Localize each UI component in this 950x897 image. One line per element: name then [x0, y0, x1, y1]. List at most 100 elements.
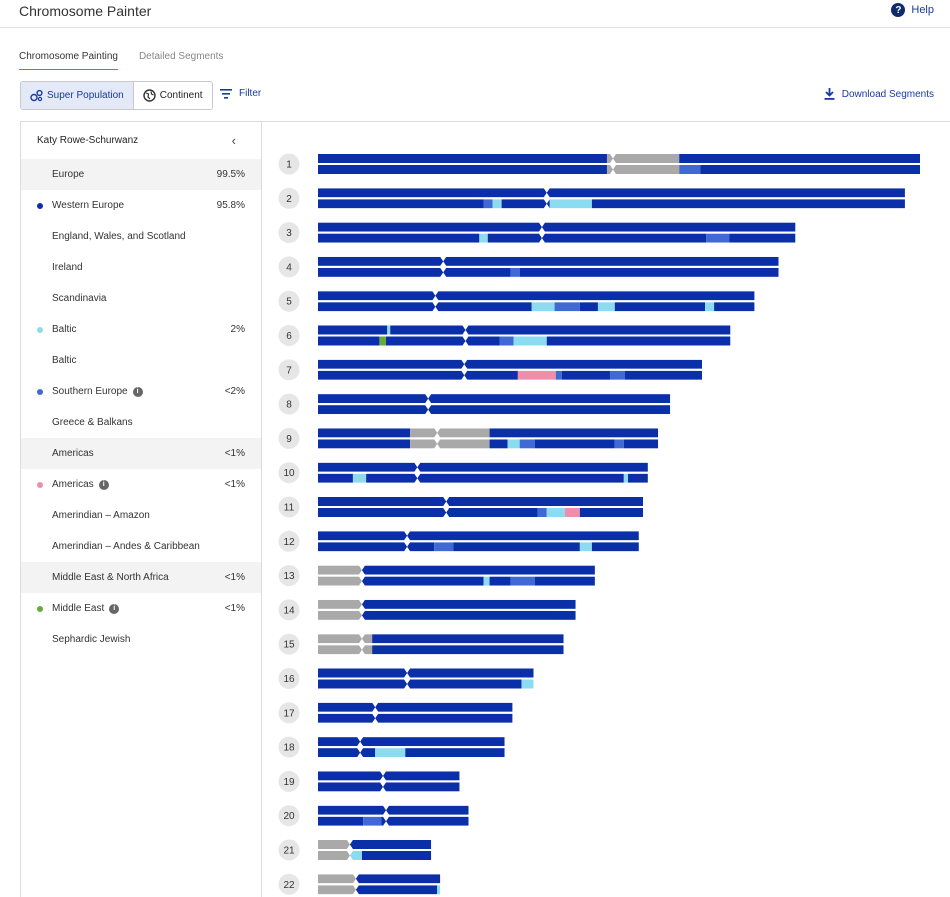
segment-western-europe[interactable]: [318, 199, 484, 209]
segment-western-europe[interactable]: [318, 188, 905, 198]
segment-western-europe[interactable]: [318, 256, 779, 266]
segment-western-europe[interactable]: [579, 508, 644, 517]
segment-western-europe[interactable]: [489, 428, 659, 438]
segment-baltic[interactable]: [549, 199, 592, 209]
population-row[interactable]: Scandinavia: [21, 283, 261, 314]
segment-baltic[interactable]: [492, 199, 502, 209]
segment-baltic[interactable]: [483, 576, 490, 586]
segment-no-data[interactable]: [318, 599, 362, 609]
segment-western-europe[interactable]: [405, 748, 505, 758]
segment-western-europe[interactable]: [318, 531, 639, 541]
segment-no-data[interactable]: [410, 439, 490, 449]
segment-western-europe[interactable]: [386, 336, 500, 346]
segment-baltic[interactable]: [705, 302, 715, 312]
segment-western-europe[interactable]: [318, 154, 607, 163]
continent-button[interactable]: Continent: [133, 82, 212, 109]
segment-baltic[interactable]: [623, 473, 629, 483]
segment-middle-east[interactable]: [379, 336, 387, 346]
segment-southern-europe[interactable]: [554, 302, 580, 312]
help-button[interactable]: ? Help: [891, 3, 934, 17]
segment-western-europe[interactable]: [591, 199, 905, 209]
segment-southern-europe[interactable]: [614, 439, 624, 449]
segment-americas[interactable]: [517, 370, 556, 380]
segment-western-europe[interactable]: [453, 542, 580, 552]
segment-western-europe[interactable]: [318, 359, 703, 369]
segment-western-europe[interactable]: [623, 439, 659, 449]
segment-no-data[interactable]: [318, 840, 350, 849]
segment-western-europe[interactable]: [487, 233, 707, 243]
segment-western-europe[interactable]: [361, 576, 484, 586]
tab-detailed-segments[interactable]: Detailed Segments: [138, 51, 224, 62]
download-segments-button[interactable]: Download Segments: [824, 88, 934, 100]
segment-western-europe[interactable]: [318, 233, 480, 243]
segment-western-europe[interactable]: [318, 816, 364, 826]
segment-western-europe[interactable]: [349, 840, 432, 849]
segment-western-europe[interactable]: [318, 222, 796, 232]
segment-baltic[interactable]: [479, 233, 488, 243]
population-row[interactable]: Ireland: [21, 252, 261, 283]
super-population-button[interactable]: Super Population: [21, 82, 134, 109]
segment-western-europe[interactable]: [714, 302, 755, 312]
tab-chromosome-painting[interactable]: Chromosome Painting: [19, 51, 118, 70]
segment-no-data[interactable]: [318, 874, 356, 884]
segment-southern-europe[interactable]: [434, 542, 454, 552]
segment-baltic[interactable]: [521, 679, 534, 689]
segment-western-europe[interactable]: [318, 508, 538, 517]
segment-no-data[interactable]: [318, 851, 350, 860]
segment-western-europe[interactable]: [318, 302, 532, 312]
segment-western-europe[interactable]: [318, 428, 411, 438]
segment-southern-europe[interactable]: [363, 816, 382, 826]
segment-western-europe[interactable]: [361, 851, 432, 860]
segment-western-europe[interactable]: [628, 473, 648, 483]
segment-western-europe[interactable]: [372, 645, 564, 655]
segment-baltic[interactable]: [507, 439, 520, 449]
segment-no-data[interactable]: [410, 428, 490, 438]
segment-southern-europe[interactable]: [679, 165, 701, 174]
segment-western-europe[interactable]: [361, 565, 595, 575]
segment-baltic[interactable]: [531, 302, 555, 312]
segment-southern-europe[interactable]: [510, 576, 535, 586]
segment-western-europe[interactable]: [561, 370, 610, 380]
segment-western-europe[interactable]: [534, 576, 595, 586]
segment-western-europe[interactable]: [501, 199, 550, 209]
segment-western-europe[interactable]: [519, 267, 779, 277]
segment-baltic[interactable]: [597, 302, 615, 312]
segment-western-europe[interactable]: [318, 679, 522, 689]
segment-western-europe[interactable]: [318, 713, 513, 723]
segment-western-europe[interactable]: [372, 634, 564, 644]
segment-no-data[interactable]: [318, 610, 362, 620]
segment-western-europe[interactable]: [679, 154, 920, 163]
filter-button[interactable]: Filter: [220, 88, 261, 99]
segment-western-europe[interactable]: [625, 370, 703, 380]
segment-southern-europe[interactable]: [609, 370, 626, 380]
segment-western-europe[interactable]: [318, 473, 353, 483]
segment-western-europe[interactable]: [318, 668, 534, 678]
segment-southern-europe[interactable]: [483, 199, 493, 209]
segment-no-data[interactable]: [318, 576, 362, 586]
segment-western-europe[interactable]: [318, 805, 469, 815]
segment-western-europe[interactable]: [318, 737, 505, 747]
segment-no-data[interactable]: [318, 634, 373, 644]
segment-western-europe[interactable]: [489, 576, 511, 586]
segment-western-europe[interactable]: [546, 336, 731, 346]
segment-western-europe[interactable]: [318, 336, 380, 346]
population-row[interactable]: Sephardic Jewish: [21, 624, 261, 655]
segment-western-europe[interactable]: [318, 702, 513, 712]
segment-southern-europe[interactable]: [706, 233, 730, 243]
population-row[interactable]: Americas <1%: [21, 438, 261, 469]
segment-baltic[interactable]: [546, 508, 565, 517]
segment-southern-europe[interactable]: [555, 370, 562, 380]
population-row[interactable]: Middle East & North Africa <1%: [21, 562, 261, 593]
segment-western-europe[interactable]: [318, 370, 518, 380]
population-row[interactable]: Amerindian – Amazon: [21, 500, 261, 531]
segment-western-europe[interactable]: [318, 462, 648, 472]
segment-western-europe[interactable]: [318, 405, 671, 415]
segment-western-europe[interactable]: [318, 394, 671, 404]
segment-western-europe[interactable]: [318, 439, 411, 449]
segment-western-europe[interactable]: [361, 610, 576, 620]
segment-no-data[interactable]: [318, 565, 362, 575]
segment-western-europe[interactable]: [318, 291, 755, 301]
segment-southern-europe[interactable]: [537, 508, 547, 517]
population-row[interactable]: Greece & Balkans: [21, 407, 261, 438]
population-row[interactable]: Southern Europe i <2%: [21, 376, 261, 407]
